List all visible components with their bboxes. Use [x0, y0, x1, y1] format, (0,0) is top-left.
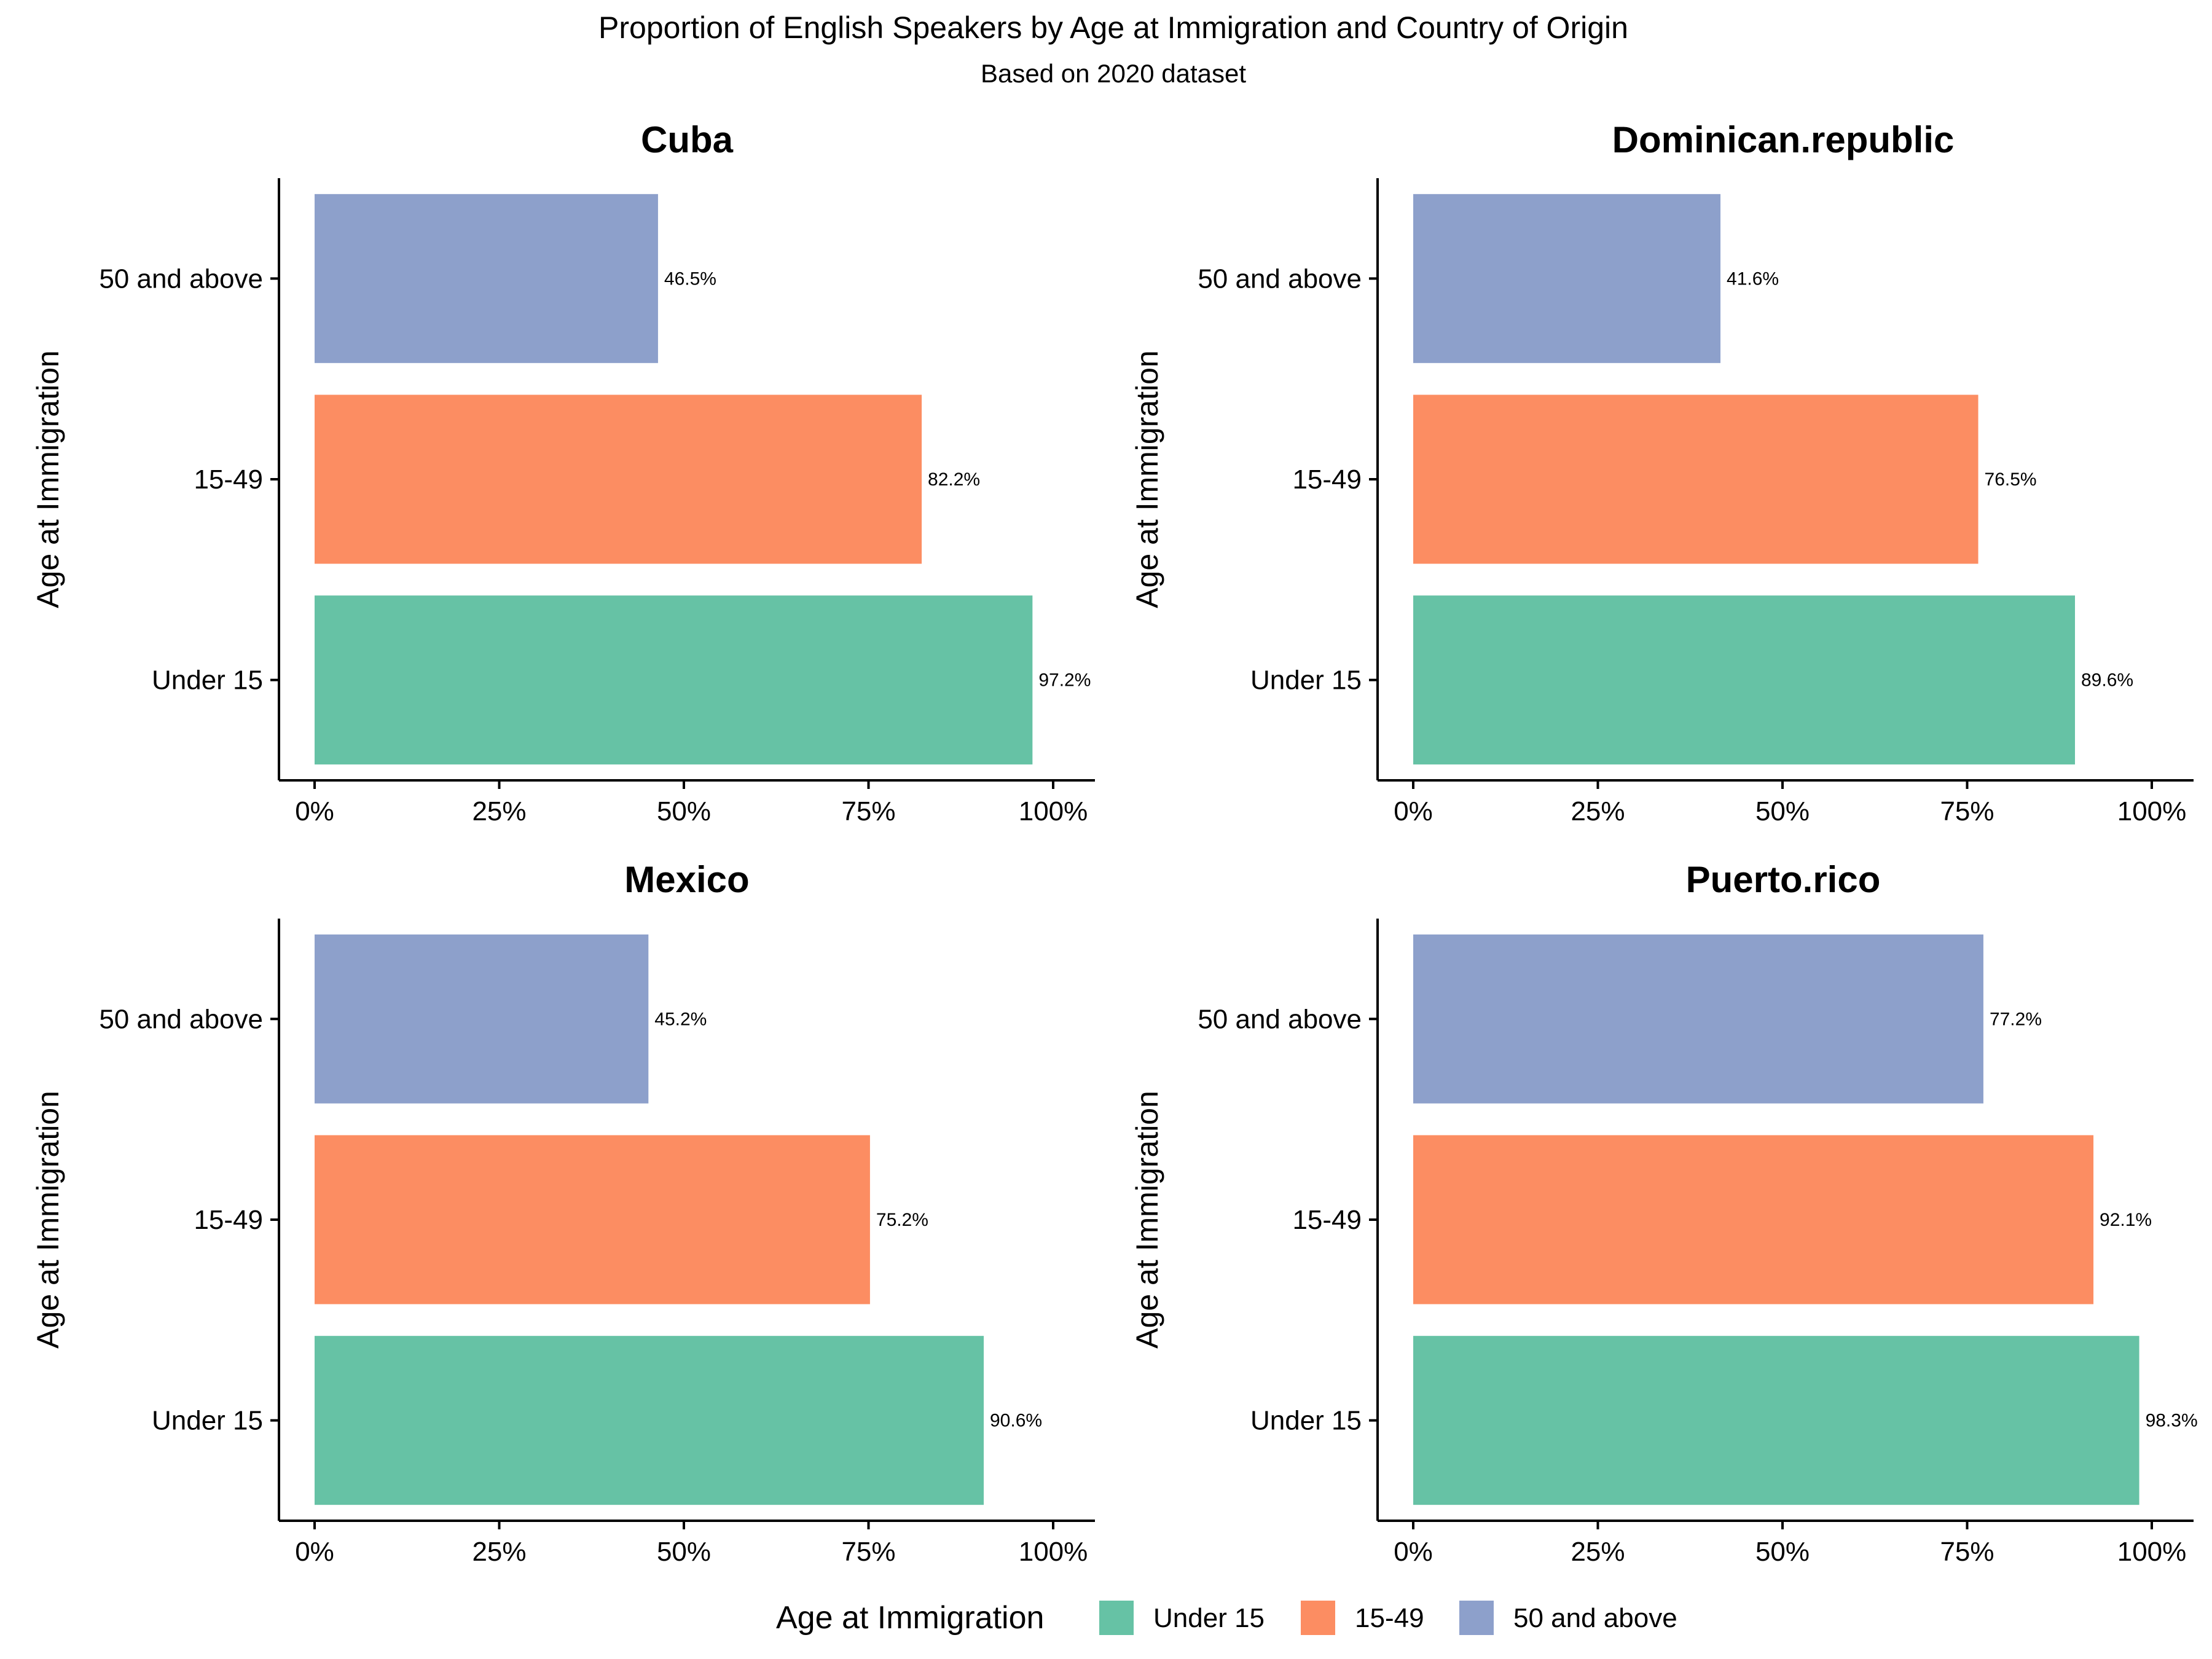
data-label-15-49: 76.5% [1985, 469, 2037, 490]
panel-title: Dominican.republic [1612, 119, 1955, 160]
x-tick-label: 100% [2117, 796, 2187, 826]
data-label-15-49: 75.2% [876, 1210, 928, 1230]
x-tick-label: 0% [295, 1537, 334, 1567]
x-tick-label: 0% [295, 796, 334, 826]
chart-subtitle: Based on 2020 dataset [981, 59, 1246, 88]
x-tick-label: 25% [472, 796, 526, 826]
x-tick-label: 75% [1940, 796, 1994, 826]
bar-under-15 [1413, 595, 2075, 765]
x-tick-label: 100% [1019, 1537, 1088, 1567]
panel-title: Puerto.rico [1686, 859, 1881, 900]
data-label-under-15: 90.6% [990, 1411, 1042, 1431]
legend-swatch-50-and-above [1459, 1601, 1494, 1635]
y-tick-label-15-49: 15-49 [194, 1205, 263, 1235]
legend-swatch-15-49 [1301, 1601, 1335, 1635]
legend: Age at Immigration Under 15 15-49 50 and a… [776, 1600, 1677, 1636]
x-tick-label: 50% [657, 1537, 711, 1567]
bar-50-and-above [1413, 934, 1983, 1104]
y-axis-label: Age at Immigration [1130, 1091, 1164, 1349]
y-tick-label-50-and-above: 50 and above [99, 264, 263, 294]
bar-under-15 [1413, 1336, 2139, 1505]
legend-label-under-15: Under 15 [1153, 1603, 1265, 1633]
x-tick-label: 100% [2117, 1537, 2187, 1567]
panel-title: Mexico [624, 859, 749, 900]
x-tick-label: 0% [1394, 796, 1433, 826]
data-label-under-15: 97.2% [1038, 670, 1091, 691]
bar-15-49 [1413, 394, 1979, 564]
x-tick-label: 100% [1019, 796, 1088, 826]
data-label-15-49: 92.1% [2100, 1210, 2152, 1230]
y-axis-label: Age at Immigration [1130, 350, 1164, 608]
x-tick-label: 75% [841, 1537, 895, 1567]
chart-title: Proportion of English Speakers by Age at… [598, 10, 1628, 45]
panel-cuba: Cuba Age at Immigration 97.2% Under 15 82.2%… [31, 119, 1095, 826]
y-tick-label-15-49: 15-49 [1292, 465, 1362, 495]
y-tick-label-under-15: Under 15 [1250, 665, 1362, 696]
x-tick-label: 75% [1940, 1537, 1994, 1567]
x-tick-label: 0% [1394, 1537, 1433, 1567]
x-tick-label: 25% [472, 1537, 526, 1567]
bar-under-15 [315, 1336, 984, 1505]
y-axis-label: Age at Immigration [31, 1091, 65, 1349]
bar-50-and-above [315, 934, 649, 1104]
data-label-50-and-above: 41.6% [1727, 269, 1779, 289]
data-label-50-and-above: 45.2% [654, 1009, 707, 1029]
legend-label-50-and-above: 50 and above [1513, 1603, 1677, 1633]
data-label-50-and-above: 46.5% [664, 269, 716, 289]
x-tick-label: 25% [1571, 796, 1625, 826]
panel-dominican-republic: Dominican.republic Age at Immigration 89.6… [1130, 119, 2194, 826]
legend-label-15-49: 15-49 [1355, 1603, 1424, 1633]
legend-swatch-under-15 [1099, 1601, 1134, 1635]
y-tick-label-50-and-above: 50 and above [1198, 264, 1362, 294]
bar-50-and-above [1413, 194, 1721, 363]
x-tick-label: 25% [1571, 1537, 1625, 1567]
y-tick-label-under-15: Under 15 [152, 665, 263, 696]
bar-15-49 [315, 394, 922, 564]
y-tick-label-50-and-above: 50 and above [1198, 1004, 1362, 1034]
y-axis-label: Age at Immigration [31, 350, 65, 608]
y-tick-label-under-15: Under 15 [152, 1406, 263, 1436]
data-label-under-15: 98.3% [2146, 1411, 2198, 1431]
data-label-15-49: 82.2% [928, 469, 980, 490]
bar-15-49 [315, 1135, 870, 1304]
panel-mexico: Mexico Age at Immigration 90.6% Under 15 75.… [31, 859, 1095, 1567]
y-tick-label-15-49: 15-49 [1292, 1205, 1362, 1235]
data-label-50-and-above: 77.2% [1990, 1009, 2042, 1029]
y-tick-label-15-49: 15-49 [194, 465, 263, 495]
panel-puerto-rico: Puerto.rico Age at Immigration 98.3% Under … [1130, 859, 2198, 1567]
legend-title: Age at Immigration [776, 1600, 1044, 1636]
y-tick-label-50-and-above: 50 and above [99, 1004, 263, 1034]
data-label-under-15: 89.6% [2081, 670, 2133, 691]
bar-under-15 [315, 595, 1033, 765]
x-tick-label: 50% [1755, 796, 1810, 826]
x-tick-label: 50% [657, 796, 711, 826]
x-tick-label: 50% [1755, 1537, 1810, 1567]
y-tick-label-under-15: Under 15 [1250, 1406, 1362, 1436]
bar-15-49 [1413, 1135, 2094, 1304]
chart-panels: Cuba Age at Immigration 97.2% Under 15 82.2%… [31, 119, 2198, 1567]
panel-title: Cuba [641, 119, 734, 160]
bar-50-and-above [315, 194, 658, 363]
x-tick-label: 75% [841, 796, 895, 826]
